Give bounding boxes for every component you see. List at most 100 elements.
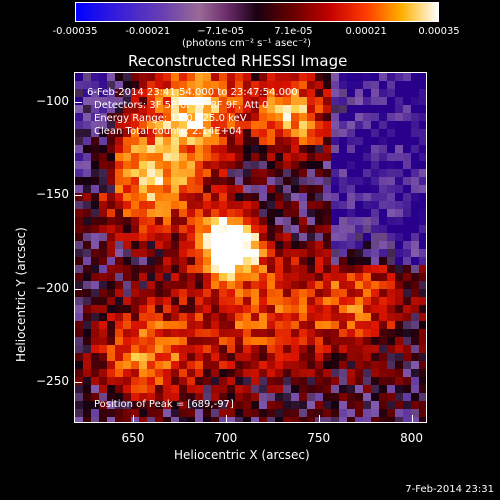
heatmap-cell [379, 281, 388, 290]
heatmap-cell [243, 169, 252, 178]
heatmap-cell [371, 185, 380, 194]
heatmap-cell [387, 185, 396, 194]
heatmap-cell [403, 193, 412, 202]
heatmap-cell [83, 385, 92, 394]
heatmap-cell [323, 81, 332, 90]
heatmap-cell [139, 153, 148, 162]
heatmap-cell [139, 193, 148, 202]
heatmap-cell [147, 113, 156, 122]
heatmap-cell [419, 257, 426, 266]
heatmap-cell [259, 153, 268, 162]
heatmap-cell [123, 385, 132, 394]
heatmap-cell [219, 273, 228, 282]
heatmap-cell [123, 377, 132, 386]
heatmap-cell [107, 369, 116, 378]
heatmap-cell [195, 241, 204, 250]
heatmap-cell [291, 377, 300, 386]
heatmap-cell [227, 113, 236, 122]
heatmap-cell [91, 121, 100, 130]
heatmap-cell [147, 393, 156, 402]
heatmap-cell [403, 137, 412, 146]
heatmap-cell [211, 345, 220, 354]
heatmap-cell [331, 401, 340, 410]
heatmap-cell [155, 225, 164, 234]
heatmap-cell [155, 105, 164, 114]
heatmap-cell [243, 177, 252, 186]
heatmap-cell [339, 297, 348, 306]
heatmap-cell [211, 289, 220, 298]
heatmap-cell [83, 281, 92, 290]
heatmap-cell [331, 297, 340, 306]
heatmap-cell [243, 289, 252, 298]
heatmap-cell [387, 361, 396, 370]
heatmap-cell [195, 337, 204, 346]
heatmap-cell [235, 329, 244, 338]
heatmap-cell [203, 81, 212, 90]
heatmap-cell [219, 417, 228, 422]
heatmap-cell [331, 337, 340, 346]
heatmap-cell [387, 329, 396, 338]
heatmap-cell [195, 353, 204, 362]
heatmap-cell [179, 233, 188, 242]
heatmap-cell [251, 265, 260, 274]
heatmap-cell [299, 81, 308, 90]
heatmap-cell [195, 201, 204, 210]
heatmap-cell [395, 185, 404, 194]
heatmap-cell [299, 393, 308, 402]
heatmap-cell [395, 73, 404, 82]
heatmap-cell [83, 321, 92, 330]
heatmap-cell [107, 97, 116, 106]
heatmap-cell [347, 225, 356, 234]
heatmap-cell [283, 105, 292, 114]
heatmap-cell [411, 377, 420, 386]
heatmap-cell [283, 97, 292, 106]
heatmap-cell [291, 153, 300, 162]
heatmap-cell [403, 409, 412, 418]
heatmap-cell [371, 321, 380, 330]
heatmap-cell [203, 241, 212, 250]
heatmap-cell [299, 209, 308, 218]
heatmap-cell [195, 409, 204, 418]
heatmap-cell [291, 249, 300, 258]
heatmap-cell [227, 217, 236, 226]
heatmap-cell [211, 89, 220, 98]
heatmap-cell [363, 145, 372, 154]
heatmap-cell [419, 393, 426, 402]
heatmap-cell [307, 353, 316, 362]
heatmap-cell [371, 361, 380, 370]
heatmap-cell [259, 161, 268, 170]
heatmap-cell [211, 361, 220, 370]
heatmap-cell [203, 145, 212, 154]
heatmap-cell [139, 401, 148, 410]
heatmap-cell [75, 121, 84, 130]
heatmap-cell [307, 305, 316, 314]
heatmap-cell [331, 377, 340, 386]
heatmap-cell [315, 281, 324, 290]
heatmap-cell [259, 81, 268, 90]
heatmap-cell [195, 73, 204, 82]
heatmap-cell [203, 193, 212, 202]
y-tick-mark [74, 195, 82, 197]
heatmap-cell [115, 161, 124, 170]
heatmap-cell [307, 73, 316, 82]
heatmap-cell [299, 409, 308, 418]
heatmap-cell [131, 185, 140, 194]
heatmap-cell [91, 321, 100, 330]
heatmap-cell [387, 89, 396, 98]
heatmap-cell [147, 137, 156, 146]
heatmap-cell [187, 97, 196, 106]
heatmap-cell [299, 129, 308, 138]
heatmap-cell [203, 121, 212, 130]
heatmap-cell [275, 377, 284, 386]
heatmap-cell [411, 273, 420, 282]
heatmap-cell [243, 145, 252, 154]
heatmap-cell [347, 121, 356, 130]
heatmap-cell [235, 409, 244, 418]
heatmap-cell [107, 353, 116, 362]
heatmap-cell [99, 233, 108, 242]
heatmap-cell [347, 393, 356, 402]
heatmap-cell [299, 233, 308, 242]
heatmap-cell [83, 129, 92, 138]
heatmap-cell [163, 105, 172, 114]
heatmap-cell [307, 153, 316, 162]
